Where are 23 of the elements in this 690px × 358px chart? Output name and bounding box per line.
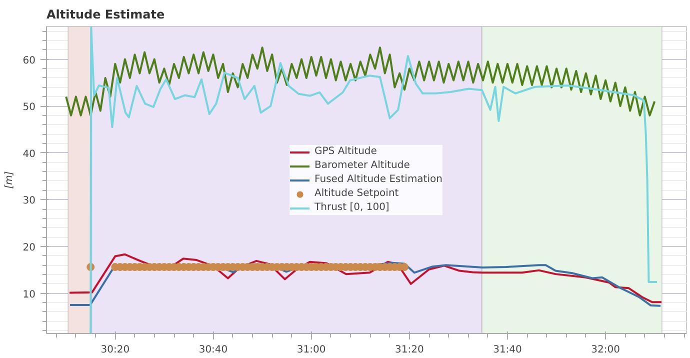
legend-label: Altitude Setpoint: [314, 187, 399, 200]
chart-title: Altitude Estimate: [46, 8, 165, 22]
line-series: [69, 262, 662, 307]
y-tick-label: 20: [22, 242, 36, 254]
y-tick-label: 60: [22, 55, 36, 66]
line-series: [65, 46, 656, 116]
y-tick-label: 10: [22, 289, 36, 300]
legend-label: Fused Altitude Estimation: [314, 173, 442, 186]
y-axis-title: [m]: [4, 171, 15, 189]
line-series: [90, 26, 658, 334]
y-tick-label: 50: [22, 102, 36, 114]
line-series: [68, 253, 662, 304]
y-tick-label: 40: [22, 148, 36, 160]
x-tick-label: 32:00: [591, 344, 620, 356]
legend-label: GPS Altitude: [314, 145, 377, 158]
x-tick-label: 31:00: [296, 344, 326, 356]
legend-label: Thrust [0, 100]: [314, 201, 390, 214]
x-tick-label: 31:40: [493, 344, 522, 356]
x-tick-label: 31:20: [395, 344, 424, 356]
x-tick-label: 30:20: [100, 344, 130, 356]
legend-label: Barometer Altitude: [314, 159, 410, 172]
y-tick-label: 30: [22, 196, 36, 207]
x-tick-label: 30:40: [198, 344, 228, 356]
